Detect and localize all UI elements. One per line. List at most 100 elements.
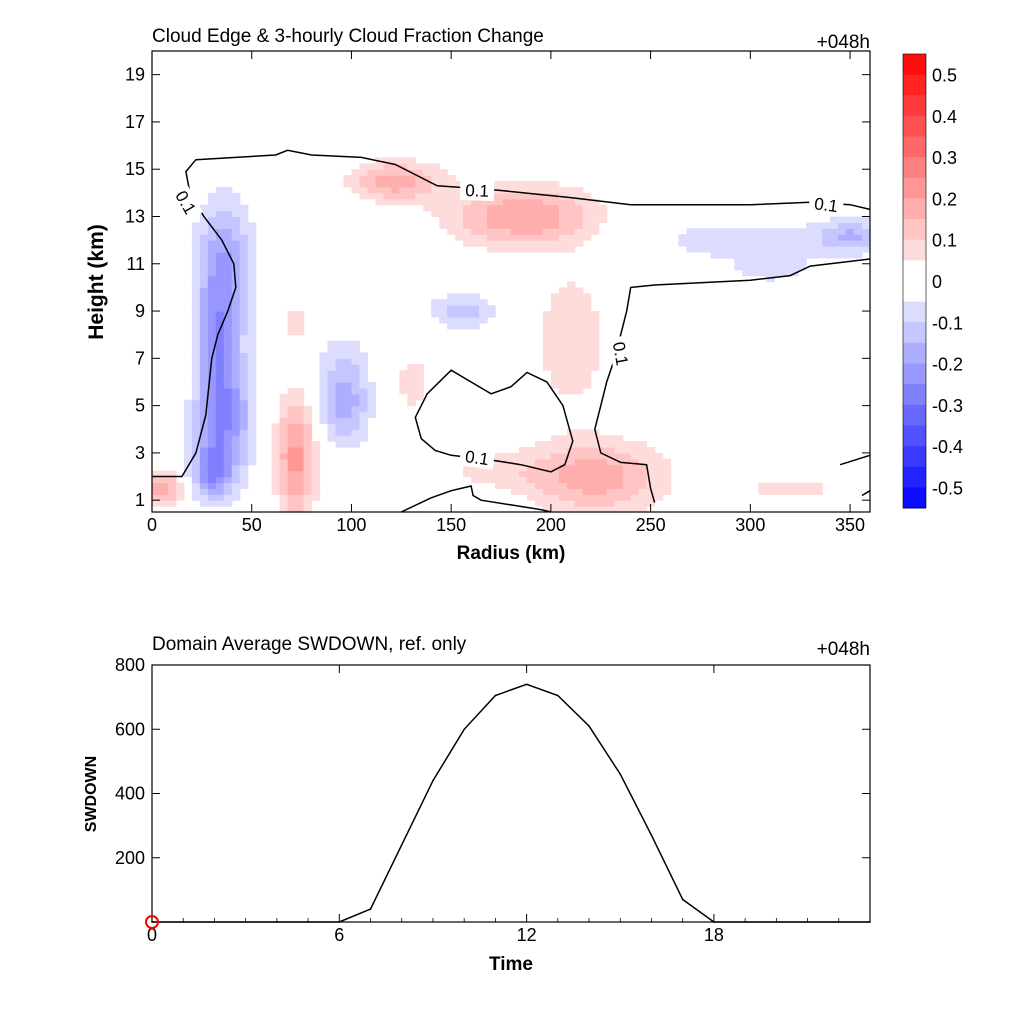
field-cell [407,399,416,407]
field-cell [854,246,863,253]
field-cell [239,405,249,413]
field-cell [327,423,337,430]
field-cell [391,181,400,188]
field-cell [223,500,233,507]
field-cell [207,387,217,395]
field-cell [550,198,560,206]
field-cell [231,210,241,218]
field-cell [495,198,504,206]
field-cell [271,464,281,472]
contour-line [861,490,871,497]
field-cell [415,381,424,389]
field-cell [598,216,608,223]
field-cell [415,181,424,188]
field-cell [295,452,305,460]
field-cell [215,216,225,223]
field-cell [159,488,169,495]
y-tick-label: 600 [115,719,145,739]
field-cell [590,494,600,501]
field-cell [550,482,560,489]
field-cell [215,470,225,478]
field-cell [407,198,416,206]
field-cell [582,198,592,206]
swdown-point [182,921,184,923]
field-cell [590,210,600,218]
field-cell [351,376,361,383]
field-cell [287,488,297,495]
field-cell [574,311,584,318]
field-cell [311,470,321,478]
field-cell [503,198,512,206]
field-cell [479,240,488,247]
field-cell [598,470,608,478]
field-cell [231,311,241,318]
field-cell [630,494,640,501]
field-cell [534,181,544,188]
field-cell [207,263,217,271]
field-cell [215,370,225,377]
field-cell [702,234,712,241]
field-cell [207,435,217,442]
field-cell [495,192,504,200]
field-cell [247,358,257,365]
field-cell [846,246,855,253]
field-cell [215,240,225,247]
field-cell [223,376,233,383]
field-cell [782,234,791,241]
field-cell [511,198,520,206]
field-cell [215,364,225,371]
field-cell [574,506,584,513]
colorbar-level [903,281,926,303]
field-cell [463,311,472,318]
field-cell [223,198,233,206]
field-cell [463,464,472,472]
field-cell [247,240,257,247]
field-cell [199,452,209,460]
field-cell [471,198,480,206]
field-cell [846,234,855,241]
field-cell [439,316,448,324]
field-cell [606,458,616,466]
field-cell [279,464,289,472]
colorbar-level [903,363,926,385]
field-cell [295,399,305,407]
field-cell [638,488,648,495]
field-cell [447,316,456,324]
field-cell [247,387,257,395]
field-cell [782,257,791,265]
field-cell [511,181,520,188]
field-cell [814,228,823,235]
field-cell [511,192,520,200]
field-cell [311,464,321,472]
field-cell [542,316,552,324]
field-cell [518,452,528,460]
field-cell [487,210,496,218]
field-cell [239,464,249,472]
field-cell [558,506,568,513]
field-cell [622,494,632,501]
field-cell [654,482,664,489]
contour-label-bg [458,445,496,470]
field-cell [439,305,448,312]
field-cell [191,476,201,484]
field-cell [806,228,815,235]
field-cell [542,192,552,200]
field-cell [239,210,249,218]
field-cell [207,299,217,306]
field-cell [239,299,249,306]
field-cell [558,299,568,306]
field-cell [742,246,751,253]
field-cell [582,204,592,212]
field-cell [287,399,297,407]
field-cell [534,186,544,194]
field-cell [191,263,201,271]
field-cell [606,470,616,478]
field-cell [463,228,472,235]
field-cell [590,322,600,330]
field-cell [463,470,472,478]
field-cell [207,370,217,377]
field-cell [574,192,584,200]
field-cell [638,458,648,466]
field-cell [774,228,783,235]
field-cell [566,186,576,194]
